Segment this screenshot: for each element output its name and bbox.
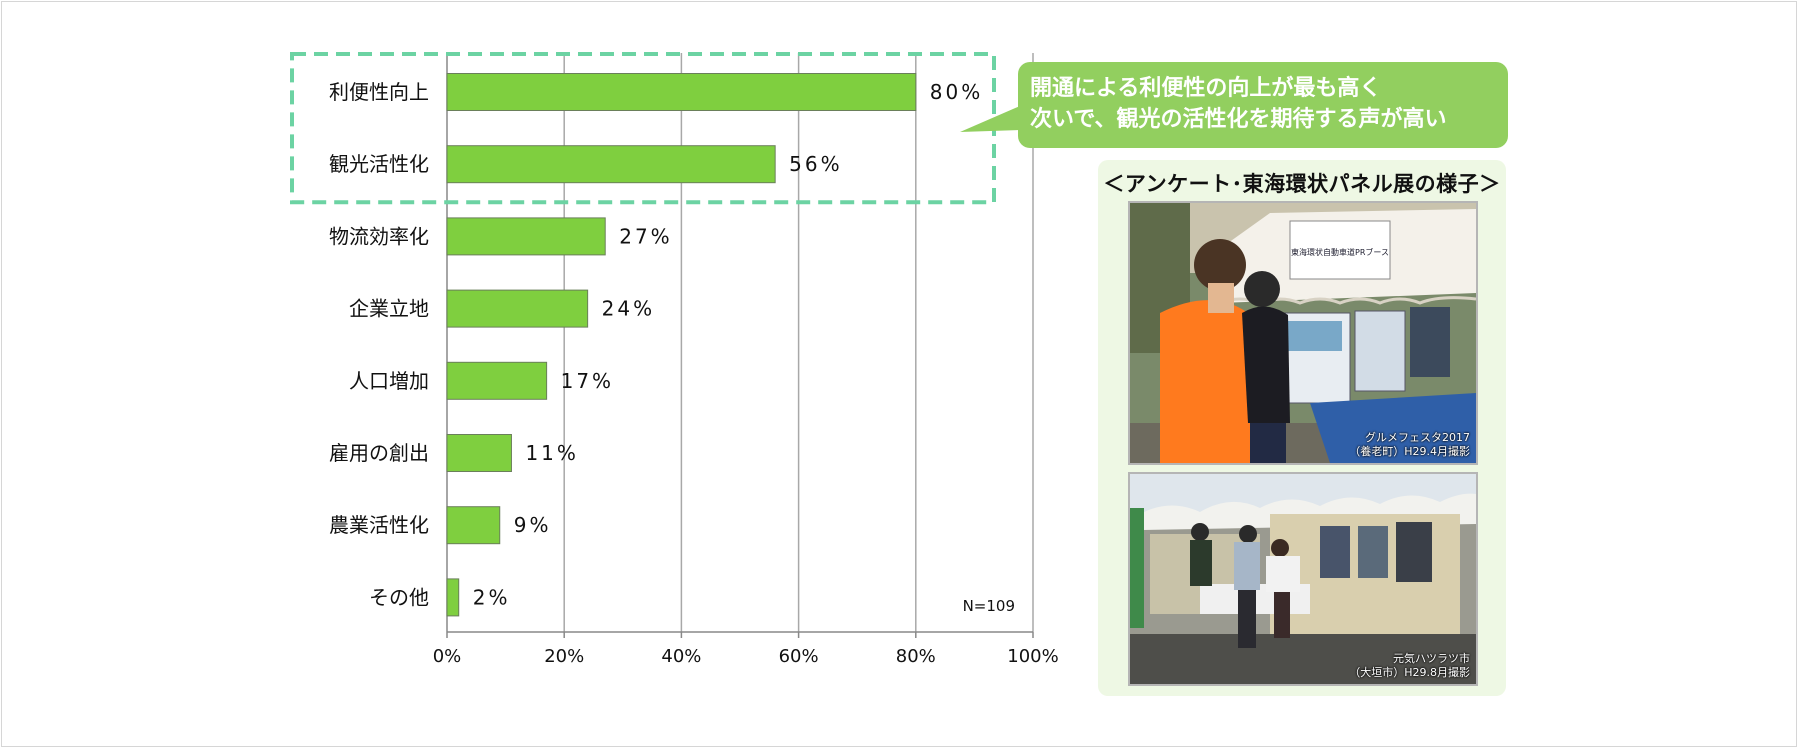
photo-caption-1-line-2: （養老町）H29.4月撮影 xyxy=(1349,445,1470,458)
bar-value-label: 17% xyxy=(561,369,614,393)
photo-caption-1: グルメフェスタ2017 （養老町）H29.4月撮影 xyxy=(1349,431,1470,459)
photo-caption-2: 元気ハツラツ市 （大垣市）H29.8月撮影 xyxy=(1349,652,1470,680)
category-label: 観光活性化 xyxy=(329,152,429,176)
bar xyxy=(446,434,512,472)
category-label: 利便性向上 xyxy=(329,80,429,104)
bar xyxy=(446,361,548,400)
photo-panel-exhibition: 元気ハツラツ市 （大垣市）H29.8月撮影 xyxy=(1128,472,1478,686)
bar xyxy=(446,73,917,111)
photo-caption-2-line-2: （大垣市）H29.8月撮影 xyxy=(1349,666,1470,679)
x-tick-label: 0% xyxy=(433,646,462,667)
category-label: 物流効率化 xyxy=(329,224,429,248)
category-label: 企業立地 xyxy=(349,297,429,321)
bar-value-label: 9% xyxy=(514,513,552,537)
callout-line-1: 開通による利便性の向上が最も高く xyxy=(1030,76,1382,101)
sample-size-note: N=109 xyxy=(963,597,1015,615)
category-label: 農業活性化 xyxy=(329,513,429,537)
bar xyxy=(446,217,606,256)
bar-value-label: 27% xyxy=(619,224,672,248)
photo-caption-2-line-1: 元気ハツラツ市 xyxy=(1393,652,1470,665)
callout-tail xyxy=(960,106,1020,132)
x-tick-label: 20% xyxy=(544,646,584,667)
x-tick-label: 100% xyxy=(1007,646,1058,667)
bar-chart: 0% 20% 40% 60% 80% 100% 利便性向上 80% 観光活性化 56% 物流効率化 2… xyxy=(290,52,1059,667)
callout-line-2: 次いで、観光の活性化を期待する声が高い xyxy=(1030,107,1447,132)
booth-sign-text: 東海環状自動車道PRブース xyxy=(1291,247,1389,257)
bar-value-label: 2% xyxy=(473,585,511,609)
callout-box: 開通による利便性の向上が最も高く 次いで、観光の活性化を期待する声が高い xyxy=(1018,62,1508,148)
panel-title: ＜アンケート･東海環状パネル展の様子＞ xyxy=(1103,172,1501,196)
bar-value-label: 80% xyxy=(930,80,983,104)
category-label: その他 xyxy=(369,585,429,609)
photo-panel: ＜アンケート･東海環状パネル展の様子＞ 東海環状自動車道PRブース グルメフェス… xyxy=(1098,160,1506,696)
x-tick-label: 40% xyxy=(661,646,701,667)
bar xyxy=(446,578,460,617)
bar xyxy=(446,289,589,328)
photo-booth-survey: 東海環状自動車道PRブース グルメフェスタ2017 （養老町）H29.4月撮影 xyxy=(1128,201,1478,465)
bar xyxy=(446,145,776,184)
bar xyxy=(446,506,501,545)
bar-value-label: 56% xyxy=(789,152,842,176)
bar-value-label: 11% xyxy=(525,441,578,465)
category-label: 人口増加 xyxy=(349,369,429,393)
bar-value-label: 24% xyxy=(602,297,655,321)
x-tick-label: 80% xyxy=(896,646,936,667)
x-tick-label: 60% xyxy=(779,646,819,667)
category-label: 雇用の創出 xyxy=(329,441,429,465)
photo-caption-1-line-1: グルメフェスタ2017 xyxy=(1365,431,1470,444)
